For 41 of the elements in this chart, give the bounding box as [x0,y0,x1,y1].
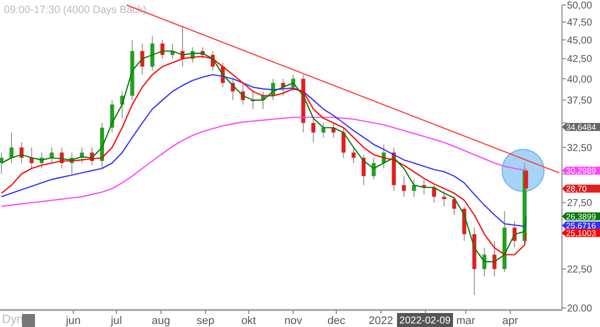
candlestick [342,127,346,158]
x-tick-label: mar [456,315,476,327]
text: 25,6716 [566,220,596,230]
candlestick [402,176,406,198]
candlestick [321,122,326,138]
y-tick-label: 20.00 [567,304,592,314]
x-tick-label: okt [241,315,256,327]
y-tick-label: 37,50 [567,96,592,107]
candlestick [442,190,446,207]
y-tick-label: 27,50 [567,198,592,210]
y-tick-label: 50,00 [567,0,592,12]
y-tick-label: 40,00 [567,74,592,86]
candlestick [412,178,416,198]
candlestick [10,132,14,164]
text: 30,2989 [566,166,596,176]
y-tick-label: 47,50 [567,17,592,28]
candlestick [311,118,316,143]
y-tick-label: 45,00 [567,35,592,46]
x-tick-label: jul [110,315,122,327]
text: 34,6484 [566,122,596,132]
candlestick [50,146,54,164]
x-tick-label: nov [284,315,303,327]
text: 2022-02-09 [399,316,452,326]
candlestick [492,240,496,277]
x-tick-label: sep [196,315,214,327]
text: 25,1003 [566,228,596,238]
text: 26,3899 [566,211,596,222]
y-tick-label: 42,50 [567,54,592,66]
x-tick-label: jun [64,315,81,327]
candlestick [352,146,356,164]
x-tick-label: dec [327,315,346,327]
y-tick-label: 32,50 [567,142,592,154]
candlestick [150,36,154,72]
candlestick [452,196,456,216]
x-tick-label: apr [502,315,519,327]
candlestick [140,43,144,76]
x-tick-label: 2022 [368,315,394,327]
candlestick [160,39,164,60]
x-tick-label: aug [152,315,170,327]
text: 28,70 [566,184,588,194]
y-tick-label: 22,50 [567,264,592,276]
